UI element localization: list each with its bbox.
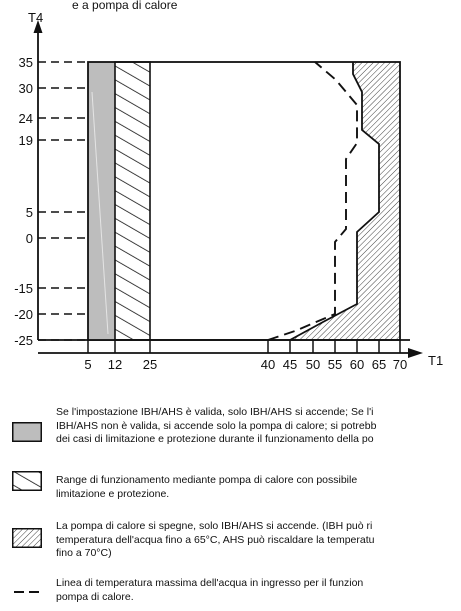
y-axis-arrow	[33, 20, 43, 33]
x-tick-label-55: 55	[328, 357, 342, 372]
y-tick-label-5: 5	[26, 205, 33, 220]
legend-text-max-water-temp: Linea di temperatura massima dell'acqua …	[56, 577, 364, 603]
y-tick-label-minus20: -20	[14, 307, 33, 322]
x-tick-label-70: 70	[393, 357, 407, 372]
region-heat-pump-off-border	[289, 62, 380, 341]
max-inlet-water-temp-line	[267, 61, 358, 341]
y-tick-label-19: 19	[19, 133, 33, 148]
region-ibh-ahs	[88, 62, 115, 340]
legend-swatch-dense-hatch	[12, 528, 42, 548]
region-heat-pump-off	[290, 62, 400, 340]
y-tick-label-24: 24	[19, 111, 33, 126]
legend-max-water-temp: Linea di temperatura massima dell'acqua …	[0, 574, 461, 611]
x-tick-label-40: 40	[261, 357, 275, 372]
y-tick-label-0: 0	[26, 231, 33, 246]
y-tick-label-minus25: -25	[14, 333, 33, 348]
grey-reflection	[91, 91, 109, 335]
y-tick-label-30: 30	[19, 81, 33, 96]
operating-range-diagram: e a pompa di calore T4 T1 35 30 24 19 5 …	[14, 0, 443, 372]
x-tick-label-12: 12	[108, 357, 122, 372]
legend-ibh-ahs: Se l'impostazione IBH/AHS è valida, solo…	[0, 402, 461, 462]
x-ticks: 5 12 25 40 45 50 55 60 65 70	[84, 340, 407, 372]
x-tick-label-60: 60	[350, 357, 364, 372]
y-axis-title: T4	[28, 10, 43, 25]
top-caption-fragment: e a pompa di calore	[72, 0, 178, 12]
x-axis-arrow	[408, 348, 423, 358]
x-tick-label-5: 5	[84, 357, 91, 372]
y-tick-label-minus15: -15	[14, 281, 33, 296]
x-tick-label-65: 65	[372, 357, 386, 372]
y-ticks: 35 30 24 19 5 0 -15 -20 -25	[14, 55, 88, 348]
x-tick-label-50: 50	[306, 357, 320, 372]
legend-heat-pump: Range di funzionamento mediante pompa di…	[0, 466, 461, 526]
chart-frame	[87, 61, 401, 341]
legend-heat-pump-off: La pompa di calore si spegne, solo IBH/A…	[0, 516, 461, 576]
region-heat-pump-limited	[114, 61, 151, 341]
x-axis-title: T1	[428, 353, 443, 368]
legend-text-heat-pump: Range di funzionamento mediante pompa di…	[56, 474, 358, 500]
x-tick-label-45: 45	[283, 357, 297, 372]
legend-text-heat-pump-off: La pompa di calore si spegne, solo IBH/A…	[56, 520, 375, 559]
legend-text-ibh-ahs: Se l'impostazione IBH/AHS è valida, solo…	[56, 406, 377, 445]
legend-swatch-grey	[12, 422, 42, 442]
legend-swatch-dashed-line	[14, 591, 40, 593]
y-tick-label-35: 35	[19, 55, 33, 70]
x-tick-label-25: 25	[143, 357, 157, 372]
legend-swatch-hatch	[12, 471, 42, 491]
